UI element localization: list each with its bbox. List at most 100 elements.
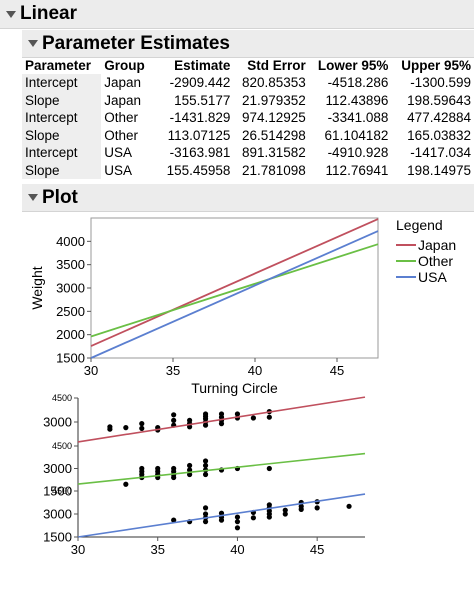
table-cell: Slope	[22, 126, 102, 144]
x-tick-label: 30	[84, 363, 98, 378]
table-cell: Slope	[22, 91, 102, 109]
table-cell: USA	[104, 162, 132, 178]
x-tick-label: 35	[166, 363, 180, 378]
table-cell: Japan	[104, 92, 141, 108]
chart-frame	[90, 217, 379, 359]
data-point-usa	[202, 511, 209, 517]
data-point-other	[202, 462, 209, 469]
legend-label: USA	[418, 269, 447, 285]
table-row: Intercept Japan -2909.442 820.85353 -451…	[22, 74, 474, 92]
series-line-other	[90, 243, 379, 338]
x-tick-label: 30	[71, 542, 85, 557]
table-cell: 198.14975	[407, 162, 471, 178]
table-cell: 820.85353	[241, 75, 306, 91]
data-point-japan	[202, 411, 209, 417]
data-point-usa	[266, 502, 272, 508]
y-tick-label: 4500	[52, 486, 72, 496]
data-point-japan	[139, 421, 145, 427]
linear-title: Linear	[20, 3, 78, 24]
table-cell: -3341.088	[327, 110, 389, 126]
disclosure-triangle-icon[interactable]	[6, 10, 16, 18]
table-header-row: Parameter Group Estimate Std Error Lower…	[22, 57, 474, 74]
y-tick-label: 3000	[56, 281, 85, 296]
data-point-japan	[187, 417, 193, 423]
table-row: Slope USA 155.45958 21.781098 112.76941 …	[22, 161, 474, 179]
table-row: Slope Other 113.07125 26.514298 61.10418…	[22, 126, 474, 144]
table-cell: 113.07125	[167, 127, 231, 143]
plot-outline-header[interactable]: Plot	[22, 184, 474, 212]
fit-line-other	[77, 452, 366, 485]
table-cell: 198.59643	[407, 92, 471, 108]
column-header[interactable]: Std Error	[247, 58, 306, 73]
y-tick-label: 4500	[52, 441, 72, 451]
data-point-other	[202, 458, 209, 464]
data-point-usa	[282, 507, 288, 513]
data-point-japan	[266, 414, 272, 420]
data-point-japan	[171, 417, 177, 423]
table-cell: -4518.286	[327, 75, 389, 91]
table-cell: Slope	[22, 161, 102, 179]
y-tick-label: 4000	[56, 234, 85, 249]
data-point-other	[139, 465, 145, 472]
y-tick-label: 1500	[56, 351, 85, 366]
table-cell: -3163.981	[169, 145, 231, 161]
data-point-usa	[250, 515, 256, 521]
data-point-usa	[234, 525, 241, 531]
legend-title: Legend	[396, 217, 443, 233]
table-cell: 26.514298	[241, 127, 306, 143]
linear-outline-header[interactable]: Linear	[0, 0, 474, 29]
table-cell: 155.45958	[166, 162, 231, 178]
x-tick-label: 45	[310, 542, 324, 557]
table-cell: Japan	[104, 75, 141, 91]
x-tick-label: 45	[330, 363, 344, 378]
table-cell: USA	[104, 145, 132, 161]
x-axis-label: Turning Circle	[191, 380, 278, 396]
data-point-other	[123, 481, 129, 487]
column-header[interactable]: Estimate	[174, 58, 231, 73]
table-cell: -4910.928	[327, 145, 389, 161]
table-cell: -2909.442	[169, 75, 231, 91]
data-point-usa	[218, 510, 225, 516]
column-header[interactable]: Lower 95%	[317, 58, 389, 73]
table-cell: 21.979352	[241, 92, 306, 108]
table-cell: Intercept	[22, 144, 102, 162]
data-point-japan	[123, 425, 129, 431]
y-tick-label: 1500	[43, 484, 72, 499]
table-cell: 61.104182	[324, 127, 389, 143]
y-tick-label: 3000	[43, 461, 72, 476]
fit-line-usa	[77, 493, 366, 538]
data-point-other	[266, 465, 272, 472]
series-line-japan	[90, 218, 379, 347]
data-point-usa	[346, 503, 352, 509]
data-point-usa	[171, 517, 177, 523]
data-point-other	[187, 462, 193, 469]
column-header[interactable]: Group	[104, 58, 145, 73]
legend-label: Other	[418, 253, 453, 269]
table-cell: -1431.829	[169, 110, 231, 126]
table-row: Intercept Other -1431.829 974.12925 -334…	[22, 109, 474, 127]
series-line-usa	[90, 230, 379, 359]
legend-label: Japan	[418, 237, 456, 253]
data-point-usa	[202, 505, 209, 511]
y-tick-label: 3000	[43, 415, 72, 430]
data-point-japan	[171, 412, 177, 418]
disclosure-triangle-icon[interactable]	[28, 194, 38, 201]
table-row: Intercept USA -3163.981 891.31582 -4910.…	[22, 144, 474, 162]
column-header[interactable]: Parameter	[25, 58, 92, 73]
parameter-estimates-title: Parameter Estimates	[42, 32, 230, 54]
x-tick-label: 40	[230, 542, 244, 557]
disclosure-triangle-icon[interactable]	[28, 40, 38, 47]
data-point-other	[202, 471, 209, 478]
parameter-estimates-header[interactable]: Parameter Estimates	[22, 30, 474, 58]
fit-line-japan	[77, 396, 366, 443]
y-tick-label: 2500	[56, 304, 85, 319]
column-header[interactable]: Upper 95%	[401, 58, 471, 73]
table-cell: 21.781098	[241, 162, 306, 178]
table-cell: 891.31582	[241, 145, 306, 161]
data-point-japan	[139, 425, 145, 431]
table-cell: -1300.599	[410, 75, 471, 91]
data-point-other	[171, 465, 177, 472]
table-cell: -1417.034	[410, 145, 471, 161]
data-point-japan	[250, 415, 256, 421]
